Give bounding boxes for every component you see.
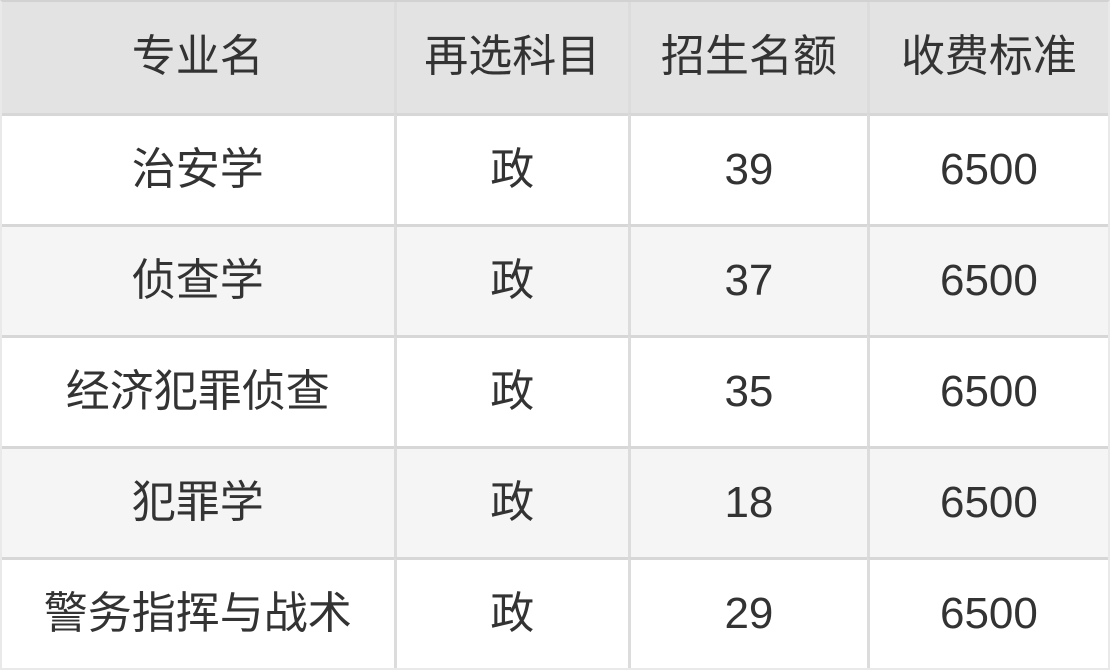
cell-fee: 6500 xyxy=(866,557,1108,668)
table-row: 治安学 政 39 6500 xyxy=(2,113,1108,224)
cell-fee: 6500 xyxy=(866,446,1108,557)
cell-quota: 39 xyxy=(627,113,867,224)
header-cell-fee: 收费标准 xyxy=(866,2,1108,113)
cell-quota: 35 xyxy=(627,335,867,446)
cell-subject: 政 xyxy=(393,446,628,557)
cell-quota: 18 xyxy=(627,446,867,557)
cell-quota: 37 xyxy=(627,224,867,335)
cell-major: 侦查学 xyxy=(2,224,394,335)
table-row: 侦查学 政 37 6500 xyxy=(2,224,1108,335)
cell-major: 警务指挥与战术 xyxy=(2,557,394,668)
cell-subject: 政 xyxy=(393,113,628,224)
cell-major: 经济犯罪侦查 xyxy=(2,335,394,446)
cell-fee: 6500 xyxy=(866,335,1108,446)
table-header-row: 专业名 再选科目 招生名额 收费标准 xyxy=(2,2,1108,113)
header-cell-major: 专业名 xyxy=(2,2,394,113)
cell-fee: 6500 xyxy=(866,113,1108,224)
header-cell-subject: 再选科目 xyxy=(393,2,628,113)
cell-quota: 29 xyxy=(627,557,867,668)
cell-major: 治安学 xyxy=(2,113,394,224)
cell-fee: 6500 xyxy=(866,224,1108,335)
cell-subject: 政 xyxy=(393,557,628,668)
cell-major: 犯罪学 xyxy=(2,446,394,557)
table-row: 犯罪学 政 18 6500 xyxy=(2,446,1108,557)
header-cell-quota: 招生名额 xyxy=(627,2,867,113)
cell-subject: 政 xyxy=(393,335,628,446)
table-row: 警务指挥与战术 政 29 6500 xyxy=(2,557,1108,668)
cell-subject: 政 xyxy=(393,224,628,335)
table-row: 经济犯罪侦查 政 35 6500 xyxy=(2,335,1108,446)
